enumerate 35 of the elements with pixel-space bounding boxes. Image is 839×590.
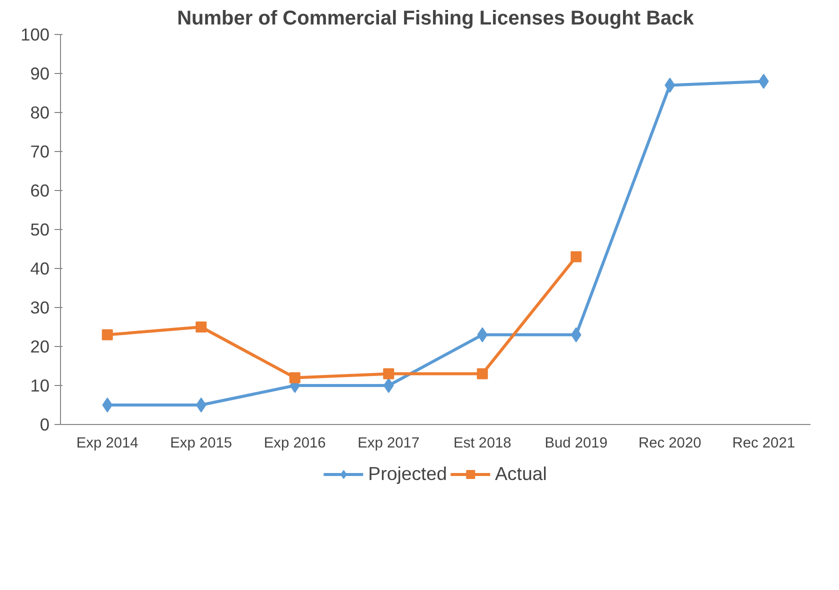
point [102, 329, 113, 340]
y-tick-label: 70 [30, 142, 50, 162]
point [383, 378, 394, 393]
point [196, 398, 206, 412]
point [476, 368, 488, 380]
x-tick-label: Bud 2019 [544, 436, 608, 452]
legend-label: Actual [494, 463, 547, 485]
y-tick-label: 80 [30, 102, 50, 122]
point [383, 368, 394, 380]
y-tick-label: 90 [30, 64, 50, 84]
point [664, 78, 676, 93]
point [570, 327, 582, 342]
y-tick-label: 20 [30, 336, 50, 356]
x-tick-label: Exp 2017 [358, 436, 420, 452]
y-tick-label: 60 [30, 180, 50, 200]
point [289, 372, 300, 384]
y-tick-label: 50 [30, 220, 50, 240]
legend-label: Projected [368, 463, 447, 485]
y-tick-label: 40 [30, 258, 50, 278]
point [196, 322, 207, 332]
y-tick-label: 30 [30, 298, 50, 318]
y-tick-label: 10 [30, 376, 50, 396]
x-tick-label: Exp 2014 [76, 436, 138, 452]
point [102, 398, 113, 412]
x-tick-label: Exp 2016 [264, 436, 326, 452]
x-tick-label: Rec 2021 [732, 436, 796, 452]
point [758, 74, 769, 89]
y-tick-label: 0 [40, 414, 50, 434]
x-tick-label: Rec 2020 [638, 436, 702, 452]
x-tick-label: Exp 2015 [170, 436, 232, 452]
x-tick-label: Est 2018 [453, 436, 512, 452]
point [477, 327, 488, 342]
point [570, 251, 582, 262]
chart-title: Number of Commercial Fishing Licenses Bought Back [177, 8, 695, 30]
y-tick-label: 100 [20, 24, 50, 44]
